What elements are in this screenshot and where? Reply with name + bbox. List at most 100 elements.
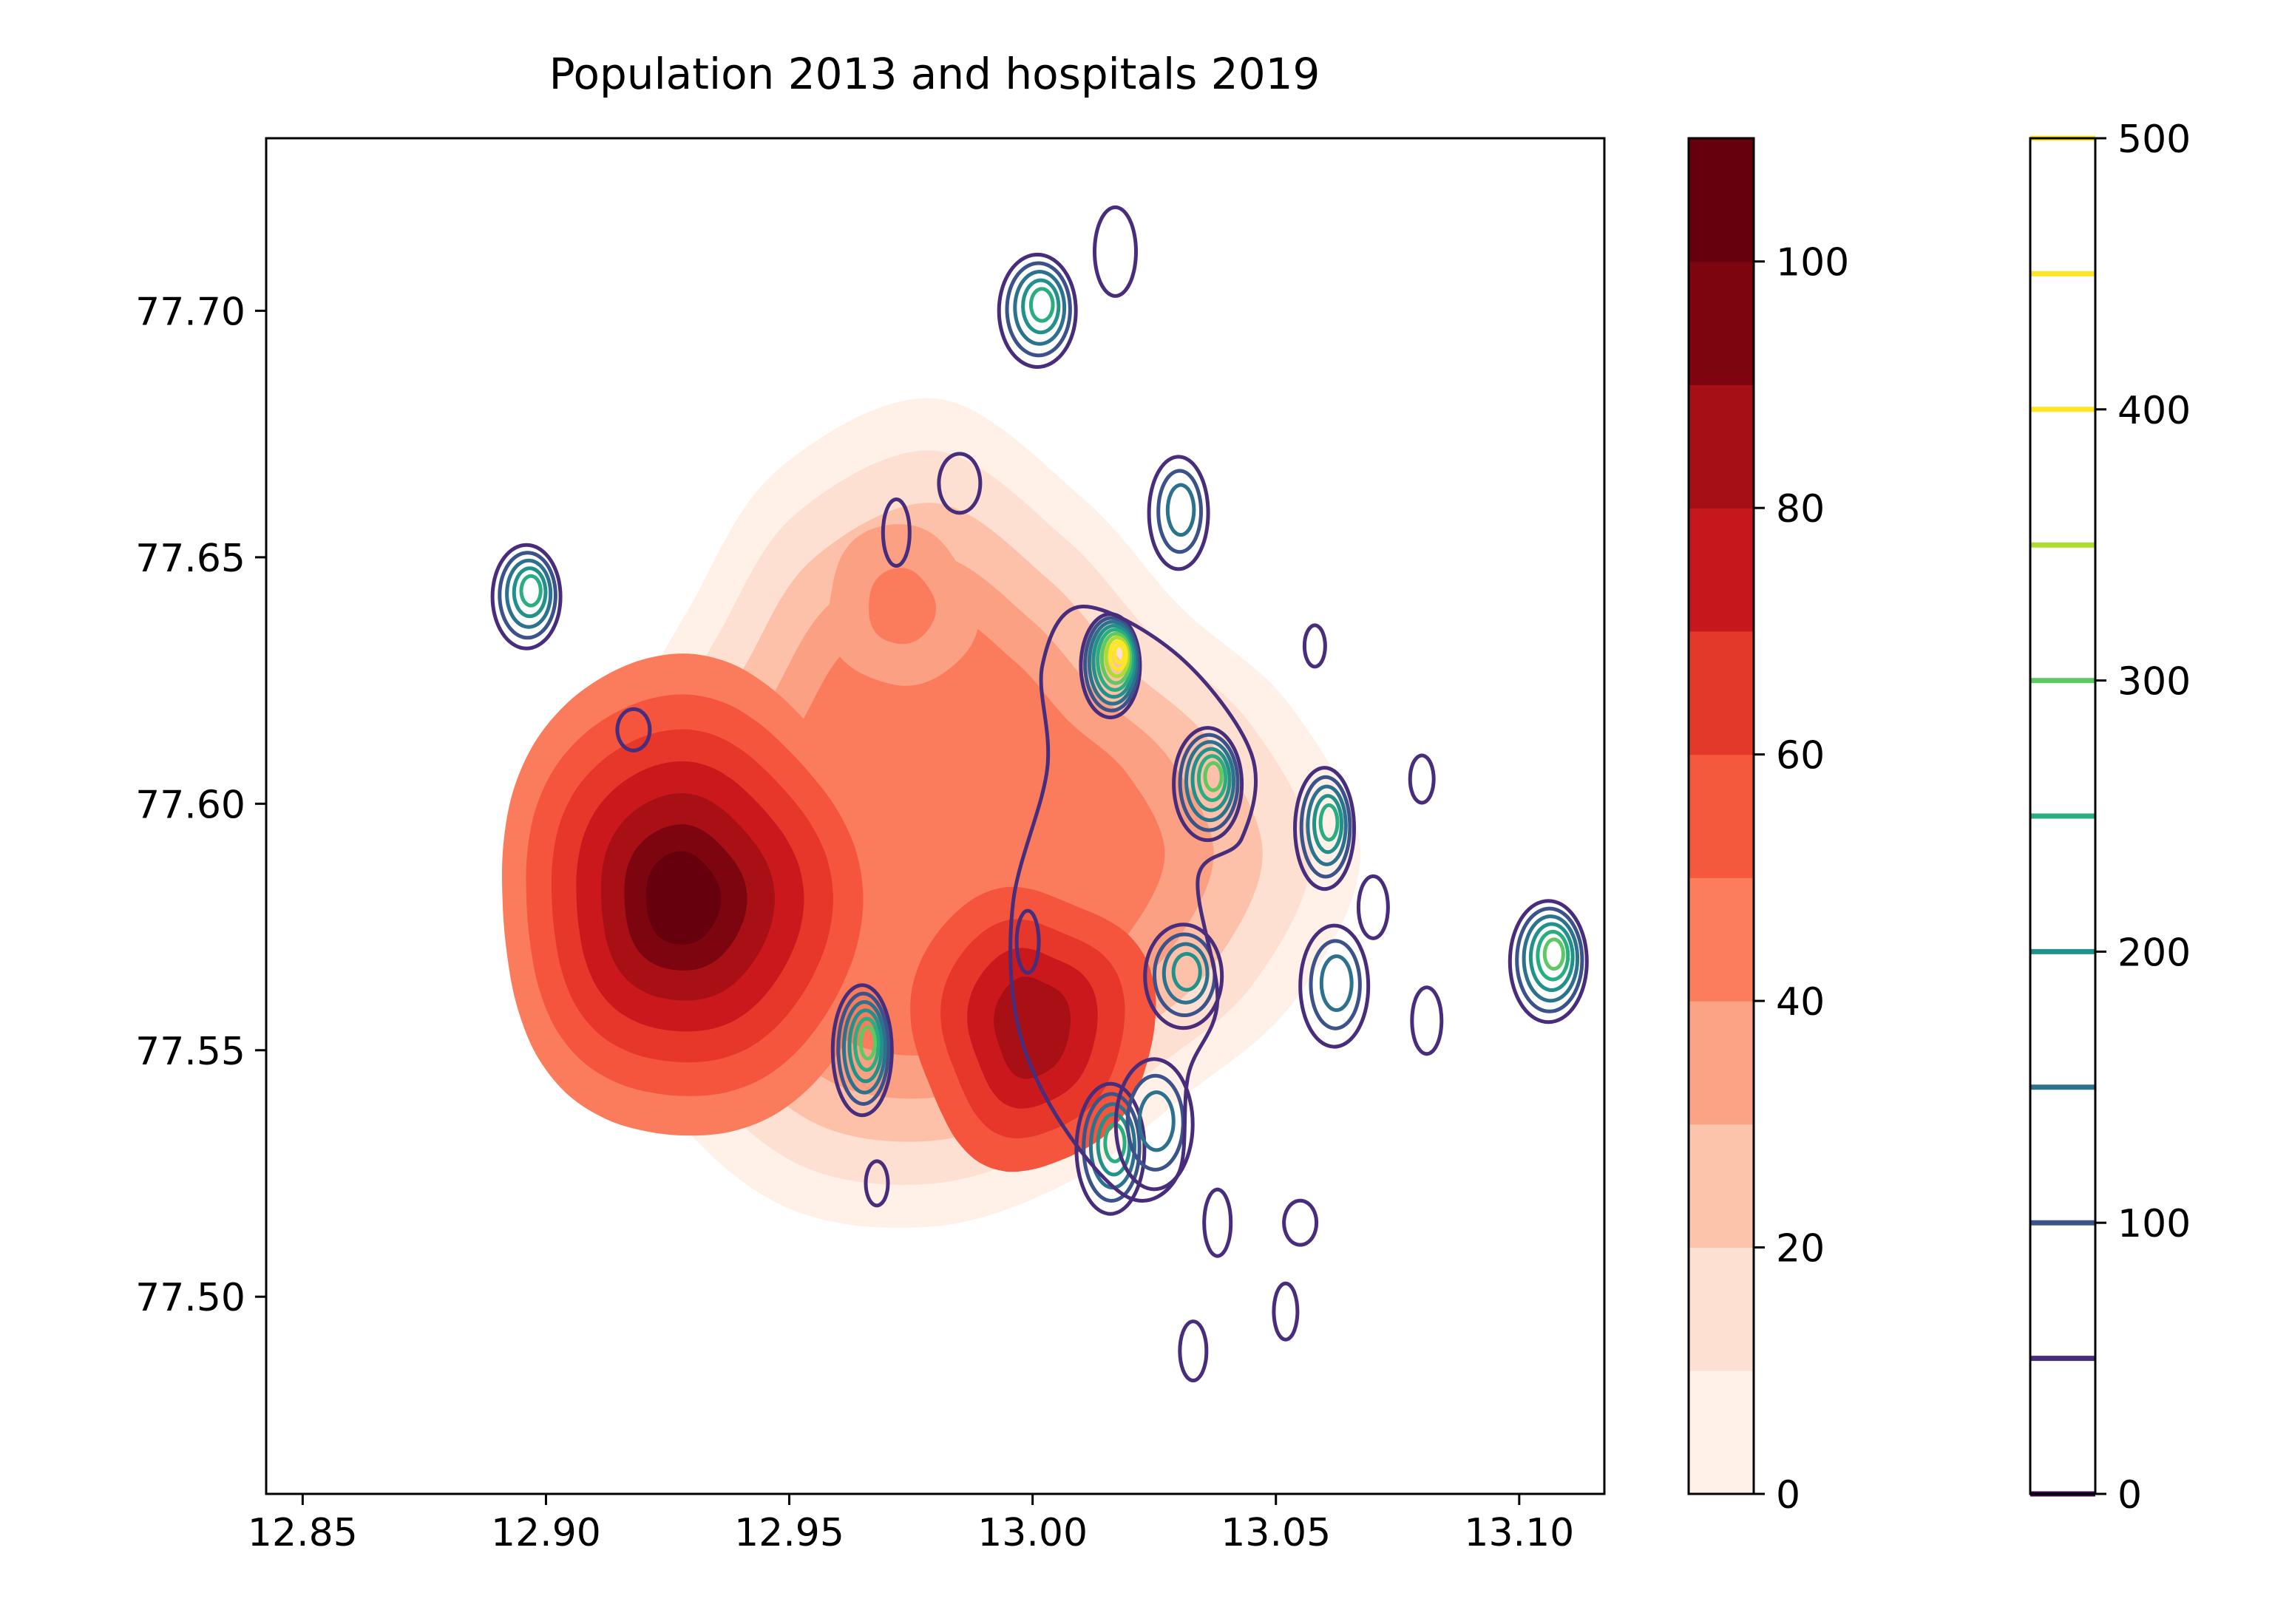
- colorbar-2-tick-label: 400: [2117, 389, 2191, 433]
- hospital-contour-1-7: [1104, 635, 1130, 679]
- hospital-contour-7-5: [1318, 803, 1340, 842]
- colorbar-1-tick-label: 40: [1776, 980, 1825, 1025]
- colorbar-1-band: [1689, 261, 1754, 385]
- colorbar-1-band: [1689, 138, 1754, 262]
- hospital-contour-10-1: [1147, 455, 1210, 571]
- hospital-contour-small-3: [937, 452, 983, 515]
- population-density-contours: [501, 398, 1361, 1229]
- hospital-contour-11-2: [1309, 939, 1362, 1030]
- x-tick-label: 12.90: [491, 1511, 601, 1555]
- hospital-contour-8-3: [1088, 1102, 1137, 1190]
- population-north-band-2: [869, 568, 937, 645]
- hospital-contour-4-5: [852, 1016, 881, 1072]
- hospital-contour-1-4: [1091, 623, 1136, 699]
- hospital-colorbar: 0 100 200 300 400 500: [2029, 118, 2191, 1518]
- hospital-contour-12-3: [1137, 1090, 1176, 1152]
- x-tick-label: 13.10: [1464, 1511, 1574, 1555]
- hospital-contour-9-4: [1171, 951, 1202, 992]
- hospital-contour-4-3: [841, 1000, 887, 1095]
- hospital-contour-1-5: [1096, 628, 1134, 692]
- hospital-contour-4-6: [858, 1025, 878, 1061]
- y-tick-label: 77.65: [135, 537, 245, 581]
- population-colorbar: 0 20 40 60 80 100: [1687, 137, 1849, 1518]
- hospital-density-contours: [490, 205, 1589, 1383]
- colorbar-1-band: [1689, 1001, 1754, 1125]
- hospital-contour-6-1: [997, 252, 1078, 369]
- hospital-contour-5-1: [490, 543, 563, 650]
- hospital-contour-small-6: [1356, 874, 1390, 940]
- y-axis: 77.50 77.55 77.60 77.65 77.70: [135, 290, 266, 1320]
- hospital-contour-small-2: [881, 497, 912, 568]
- hospital-contour-8-1: [1074, 1081, 1147, 1216]
- plot-area: 12.85 12.90 12.95 13.00 13.05 13.10 77.5077.5…: [135, 137, 1606, 1555]
- hospital-contour-7-1: [1292, 766, 1357, 891]
- hospital-contour-4-2: [836, 991, 891, 1106]
- hospital-contour-small-11: [1178, 1319, 1209, 1383]
- hospital-contour-small-10: [1282, 1198, 1319, 1247]
- hospital-contour-11-1: [1298, 923, 1371, 1049]
- x-tick-label: 12.95: [734, 1511, 844, 1555]
- colorbar-1-band: [1689, 508, 1754, 632]
- hospital-contour-9-3: [1162, 942, 1210, 1005]
- colorbar-2-tick-label: 0: [2117, 1473, 2142, 1518]
- hospital-contour-1-3: [1087, 619, 1139, 706]
- colorbar-1-band: [1689, 1124, 1754, 1248]
- hospital-contour-small-5: [1408, 753, 1436, 805]
- y-tick-label: 77.50: [135, 1276, 245, 1320]
- hospital-contour-7-3: [1306, 784, 1348, 866]
- hospital-contour-5-2: [498, 551, 557, 640]
- hospital-contour-5-4: [512, 566, 548, 619]
- hospital-contour-1-6: [1099, 631, 1133, 685]
- hospital-contour-3-6: [1542, 937, 1565, 971]
- x-tick-label: 13.05: [1221, 1511, 1331, 1555]
- hospital-contour-10-2: [1156, 469, 1204, 554]
- colorbar-2-tick-label: 300: [2117, 660, 2191, 704]
- colorbar-1-band: [1689, 877, 1754, 1002]
- hospital-contour-5-5: [519, 574, 543, 608]
- colorbar-1-tick-label: 20: [1776, 1227, 1825, 1271]
- hospital-contour-small-13: [1092, 205, 1139, 298]
- colorbar-2-tick-label: 100: [2117, 1202, 2191, 1246]
- hospital-contour-4-1: [830, 983, 894, 1118]
- colorbar-1-tick-label: 60: [1776, 734, 1825, 778]
- hospital-contour-3-2: [1515, 906, 1584, 1013]
- hospital-contour-2-6: [1203, 761, 1224, 792]
- hospital-contour-6-2: [1005, 261, 1072, 358]
- colorbar-1-tick-label: 0: [1776, 1473, 1800, 1518]
- hospital-contour-3-3: [1522, 914, 1580, 1003]
- y-tick-label: 77.70: [135, 290, 245, 334]
- hospital-contour-small-7: [1410, 985, 1444, 1056]
- hospital-contour-5-3: [505, 558, 553, 629]
- hospital-contour-small-4: [1302, 623, 1327, 669]
- y-tick-label: 77.60: [135, 783, 245, 827]
- colorbar-1-band: [1689, 754, 1754, 878]
- x-tick-label: 13.00: [977, 1511, 1088, 1555]
- colorbar-2-tick-label: 500: [2117, 118, 2191, 162]
- hospital-contour-2-2: [1178, 733, 1240, 832]
- hospital-contour-small-9: [1202, 1187, 1233, 1258]
- hospital-contour-small-14: [1014, 908, 1041, 975]
- hospital-contour-2-1: [1172, 726, 1244, 843]
- hospital-contour-6-5: [1028, 287, 1055, 323]
- colorbar-2-tick-label: 200: [2117, 931, 2191, 975]
- hospital-contour-1-8: [1108, 639, 1128, 672]
- hospital-contour-2-4: [1190, 747, 1232, 812]
- hospital-contour-8-2: [1082, 1092, 1142, 1203]
- colorbar-1-tick-label: 100: [1776, 241, 1849, 285]
- colorbar-1-band: [1689, 384, 1754, 509]
- colorbar-1-band: [1689, 1370, 1754, 1495]
- hospital-contour-11-3: [1319, 954, 1354, 1013]
- hospital-contour-9-1: [1143, 923, 1224, 1030]
- hospital-contour-ribbon: [1008, 605, 1258, 1203]
- hospital-contour-3-5: [1536, 929, 1570, 982]
- colorbar-1-tick-label: 80: [1776, 487, 1825, 531]
- colorbar-1-band: [1689, 1247, 1754, 1371]
- hospital-contour-10-3: [1165, 483, 1196, 537]
- hospital-contour-7-2: [1299, 775, 1352, 879]
- hospital-contour-small-1: [615, 707, 652, 752]
- hospital-contour-3-4: [1528, 922, 1575, 992]
- colorbar-1-band: [1689, 631, 1754, 755]
- hospital-contour-small-8: [864, 1159, 890, 1208]
- hospital-contour-small-12: [1272, 1281, 1300, 1342]
